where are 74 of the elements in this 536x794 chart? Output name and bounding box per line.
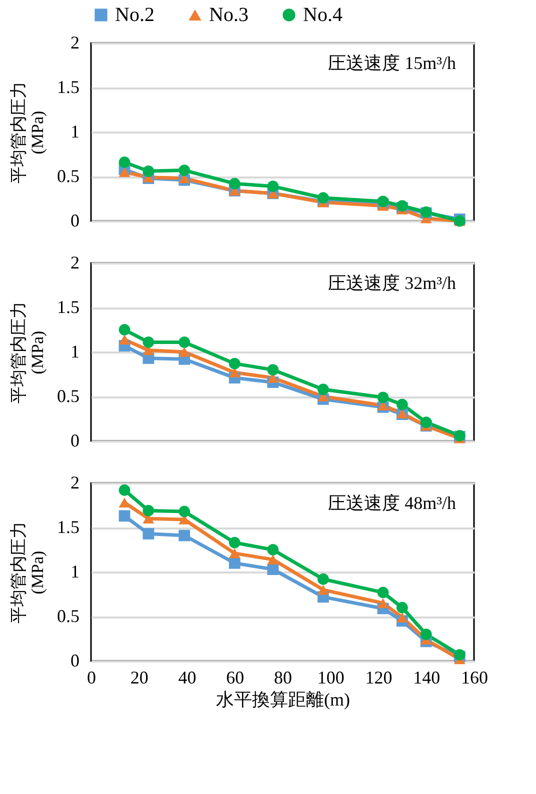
y-tick-label: 2 (70, 472, 80, 492)
x-axis-title: 水平換算距離(m) (216, 690, 350, 710)
point (396, 602, 408, 614)
x-tick-label: 40 (178, 668, 196, 688)
y-tick-label: 2 (70, 32, 80, 52)
y-tick-label: 2 (70, 252, 80, 272)
point (396, 398, 408, 410)
point (267, 564, 279, 576)
x-tick-label: 100 (317, 668, 344, 688)
y-tick-label: 1 (70, 342, 80, 362)
y-tick-label: 0.5 (57, 606, 80, 626)
point (228, 178, 240, 190)
x-tick-label: 80 (274, 668, 292, 688)
point (142, 504, 154, 516)
point (228, 548, 240, 558)
point (178, 506, 190, 518)
point (267, 180, 279, 192)
point (317, 584, 329, 595)
point (118, 324, 130, 336)
x-tick-label: 0 (87, 668, 96, 688)
point (142, 336, 154, 348)
point (178, 530, 190, 542)
y-tick-label: 0 (70, 210, 80, 230)
point (118, 498, 130, 508)
y-axis-title: 平均管内圧力 (MPa) (9, 82, 47, 184)
point (267, 364, 279, 376)
point (228, 358, 240, 370)
y-tick-label: 1 (70, 122, 80, 142)
x-tick-label: 20 (130, 668, 148, 688)
legend-label: No.3 (209, 4, 248, 26)
point (377, 598, 389, 608)
point (317, 384, 329, 396)
point (178, 336, 190, 348)
x-tick-label: 140 (413, 668, 440, 688)
annotation: 圧送速度 48m³/h (328, 493, 456, 513)
point (118, 484, 130, 496)
point (317, 192, 329, 204)
point (267, 544, 279, 556)
y-axis-title: 平均管内圧力 (MPa) (9, 302, 47, 404)
annotation: 圧送速度 32m³/h (328, 273, 456, 293)
point (228, 368, 240, 378)
y-axis-title: 平均管内圧力 (MPa) (9, 522, 47, 624)
annotation: 圧送速度 15m³/h (328, 53, 456, 73)
point (267, 554, 279, 564)
legend-label: No.4 (303, 4, 342, 26)
point (377, 196, 389, 208)
point (377, 392, 389, 404)
point (118, 156, 130, 168)
point (118, 167, 130, 177)
point (228, 536, 240, 548)
point (118, 510, 130, 522)
point (142, 165, 154, 177)
point (178, 347, 190, 357)
point (142, 528, 154, 540)
point (118, 334, 130, 344)
x-tick-label: 160 (461, 668, 488, 688)
legend-label: No.2 (115, 4, 154, 26)
y-tick-label: 1 (70, 562, 80, 582)
y-tick-label: 1.5 (57, 297, 80, 317)
y-tick-label: 0 (70, 430, 80, 450)
y-tick-label: 0.5 (57, 386, 80, 406)
point (228, 557, 240, 569)
point (420, 628, 432, 640)
point (178, 164, 190, 176)
y-tick-label: 1.5 (57, 77, 80, 97)
point (377, 586, 389, 598)
point (420, 416, 432, 428)
x-tick-label: 60 (226, 668, 244, 688)
y-tick-label: 0.5 (57, 166, 80, 186)
y-tick-label: 1.5 (57, 517, 80, 537)
y-tick-label: 0 (70, 650, 80, 670)
point (396, 612, 408, 622)
point (317, 573, 329, 585)
x-tick-label: 120 (365, 668, 392, 688)
